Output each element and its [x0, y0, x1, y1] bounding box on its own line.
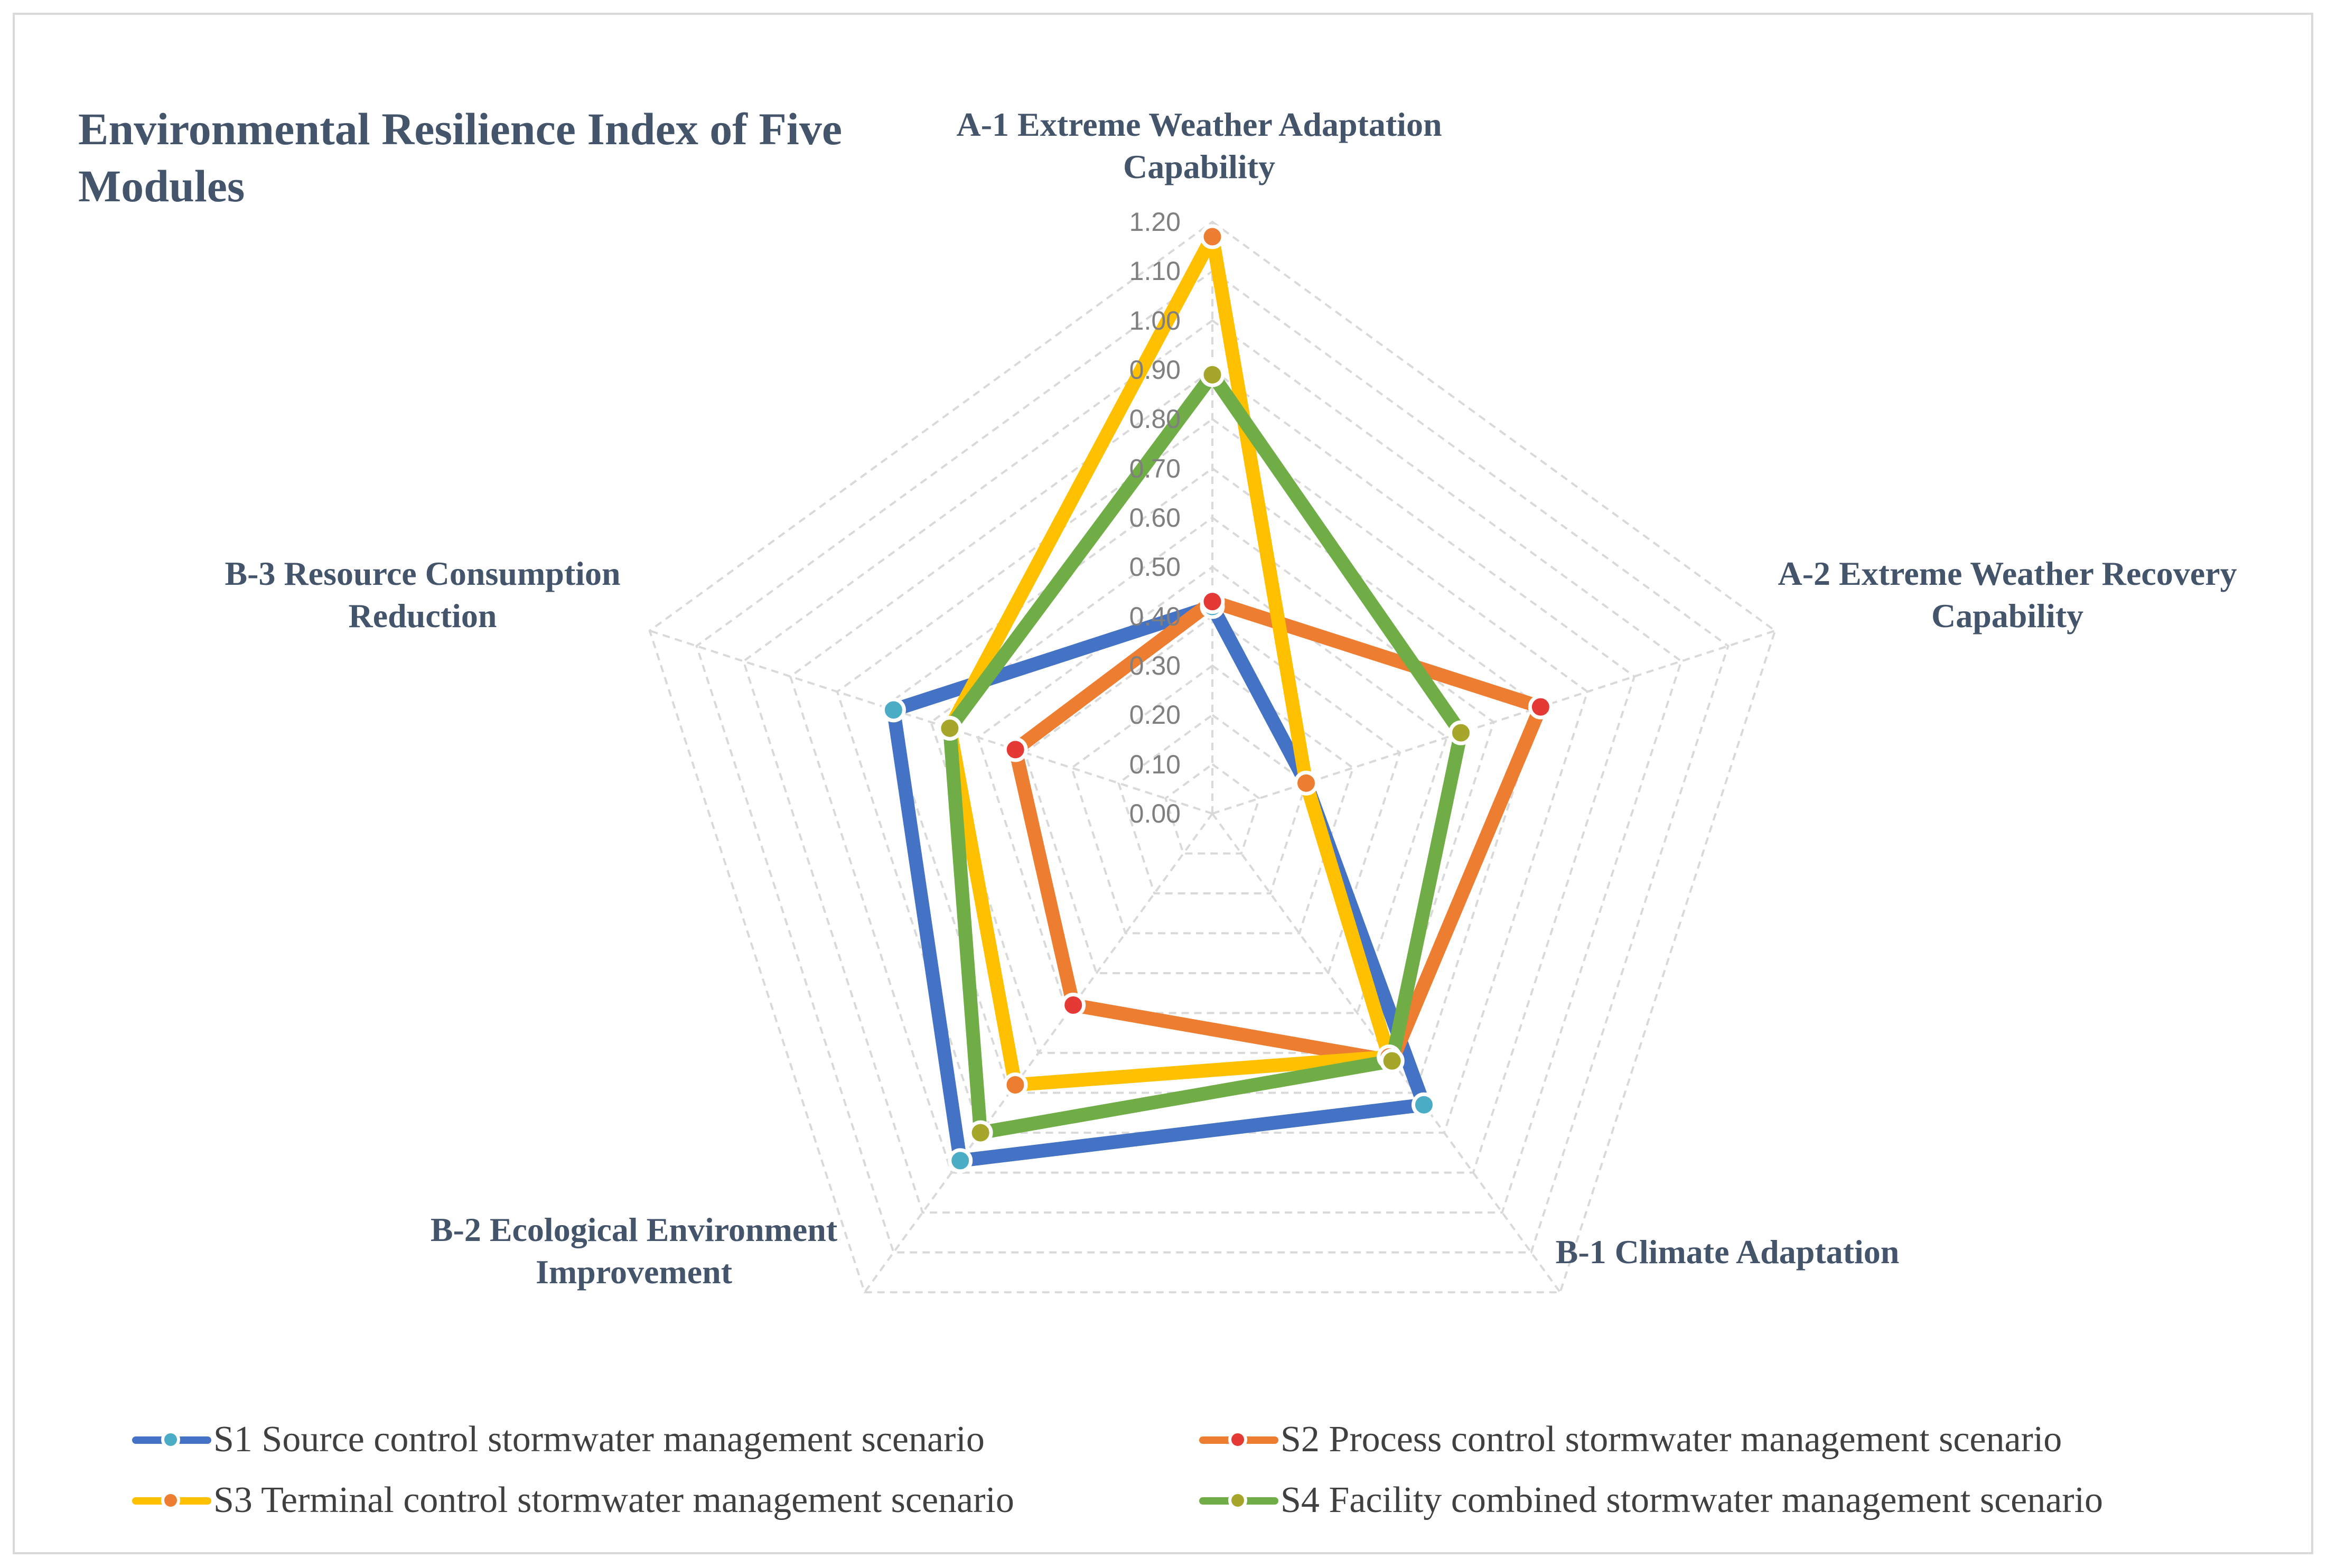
- grid-ring: [789, 368, 1636, 1174]
- data-point-s4-axis2: [1448, 720, 1473, 745]
- tick-label: 0.80: [1129, 404, 1181, 434]
- tick-label: 1.00: [1129, 305, 1181, 335]
- tick-label: 0.00: [1129, 799, 1181, 828]
- series-line-s4: [942, 368, 1468, 1140]
- grid-spoke: [864, 813, 1213, 1293]
- tick-label: 0.30: [1129, 651, 1181, 680]
- data-point-s3-axis4: [1003, 1072, 1028, 1097]
- tick-label: 0.60: [1129, 503, 1181, 533]
- data-point-s3-axis2: [1294, 770, 1319, 796]
- axis-label-b1: B-1 Climate Adaptation: [1555, 1233, 1900, 1271]
- chart-title: Environmental Resilience Index of Five M…: [78, 104, 843, 211]
- legend-label-s2: S2 Process control stormwater management…: [1281, 1419, 2062, 1460]
- grid-ring: [742, 319, 1683, 1214]
- data-point-s1-axis5: [881, 697, 906, 723]
- data-point-s1-axis4: [948, 1148, 973, 1173]
- grid-spoke: [649, 629, 1213, 815]
- tick-label: 0.10: [1129, 749, 1181, 779]
- legend: S1 Source control stormwater management …: [132, 1411, 2245, 1537]
- data-point-s1-axis3: [1411, 1092, 1436, 1117]
- axis-label-b2: B-2 Ecological Environment Improvement: [430, 1211, 838, 1291]
- data-point-s2-axis4: [1061, 992, 1086, 1018]
- legend-label-s4: S4 Facility combined stormwater manageme…: [1281, 1480, 2104, 1520]
- series-line-s3: [942, 230, 1396, 1092]
- grid-ring: [883, 467, 1542, 1094]
- data-point-s4-axis1: [1200, 362, 1225, 387]
- legend-item-s2: S2 Process control stormwater management…: [1199, 1411, 2062, 1469]
- legend-item-s4: S4 Facility combined stormwater manageme…: [1199, 1471, 2103, 1529]
- legend-swatch-s1: [132, 1429, 211, 1450]
- radar-series: [881, 224, 1553, 1173]
- legend-item-s3: S3 Terminal control stormwater managemen…: [132, 1471, 1014, 1529]
- legend-swatch-s3: [132, 1490, 211, 1511]
- grid-ring: [1023, 615, 1401, 975]
- legend-swatch-s4: [1199, 1490, 1278, 1511]
- data-point-s4-axis3: [1379, 1048, 1405, 1074]
- tick-label: 1.10: [1129, 256, 1181, 286]
- data-point-s2-axis1: [1200, 589, 1225, 614]
- axis-label-b3: B-3 Resource Consumption Reduction: [225, 555, 621, 634]
- data-point-s3-axis1: [1200, 224, 1225, 249]
- chart-frame: [13, 13, 2313, 1554]
- tick-label: 0.40: [1129, 601, 1181, 631]
- axis-label-a2: A-2 Extreme Weather Recovery Capability: [1778, 555, 2237, 634]
- legend-swatch-s2: [1199, 1429, 1278, 1450]
- tick-label: 1.20: [1129, 207, 1181, 237]
- grid-ring: [648, 220, 1777, 1294]
- series-line-s2: [1008, 594, 1548, 1068]
- tick-label: 0.20: [1129, 700, 1181, 730]
- grid-ring: [695, 269, 1730, 1254]
- tick-label: 0.50: [1129, 552, 1181, 582]
- data-point-s2-axis5: [1003, 737, 1028, 762]
- tick-label: 0.90: [1129, 355, 1181, 385]
- grid-ring: [976, 565, 1448, 1014]
- tick-label: 0.70: [1129, 453, 1181, 483]
- data-point-s2-axis2: [1528, 694, 1553, 720]
- legend-label-s1: S1 Source control stormwater management …: [213, 1419, 985, 1460]
- grid-ring: [1070, 664, 1354, 935]
- legend-label-s3: S3 Terminal control stormwater managemen…: [213, 1480, 1014, 1520]
- data-point-s4-axis5: [937, 715, 962, 741]
- axis-label-a1: A-1 Extreme Weather Adaptation Capabilit…: [956, 106, 1442, 185]
- grid-ring: [1117, 713, 1307, 895]
- grid-ring: [1164, 763, 1261, 855]
- grid-spoke: [1212, 629, 1775, 815]
- legend-item-s1: S1 Source control stormwater management …: [132, 1411, 985, 1469]
- data-point-s4-axis4: [968, 1120, 993, 1145]
- series-line-s1: [886, 600, 1431, 1168]
